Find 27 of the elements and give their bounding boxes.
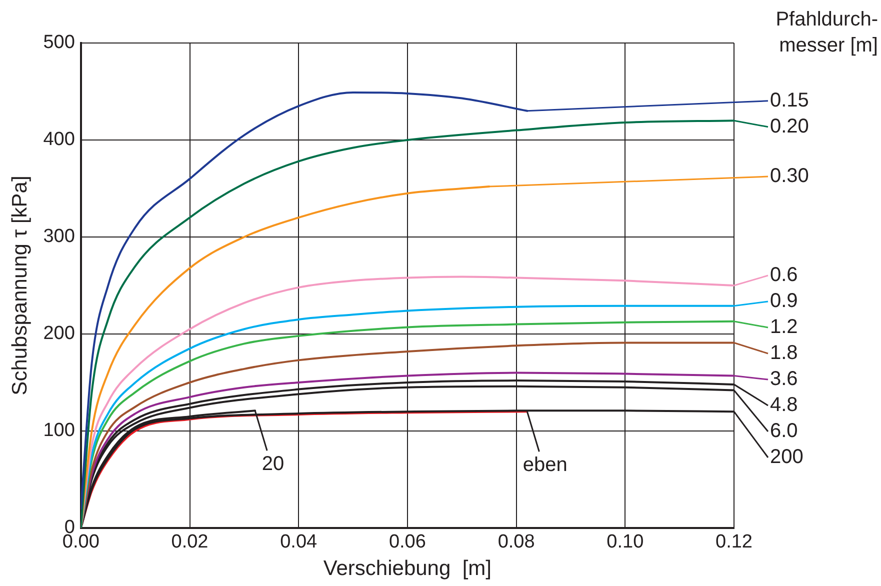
y-tick-label: 400: [43, 129, 75, 150]
x-tick-label: 0.06: [388, 532, 426, 553]
annotation: 20: [262, 453, 284, 476]
y-tick-label: 500: [43, 32, 75, 54]
legend-label: 1.2: [770, 316, 798, 338]
x-tick-label: 0.04: [280, 532, 318, 553]
x-tick-label: 0.12: [716, 532, 752, 553]
y-axis-title: Schubspannung τ [kPa]: [8, 176, 32, 396]
x-tick-label: 0.08: [498, 532, 535, 553]
legend-label: 1.8: [770, 342, 798, 364]
text: 0.15: [770, 89, 809, 112]
legend-label: 0.20: [770, 115, 809, 138]
text: 0.30: [770, 165, 809, 188]
legend-label: 3.6: [770, 368, 798, 390]
legend-label: 0.6: [770, 264, 798, 286]
legend-label: 0.9: [770, 290, 798, 312]
y-tick-label: 300: [43, 226, 75, 248]
x-tick-label: 0.10: [606, 532, 644, 553]
legend-title: Pfahldurch- messer [m]: [776, 8, 878, 57]
y-tick-label: 200: [43, 323, 75, 344]
legend-label: 4.8: [770, 394, 798, 416]
x-axis-title: Verschiebung [m]: [323, 557, 492, 580]
x-tick-label: 0.02: [171, 532, 208, 553]
y-tick-label: 100: [43, 420, 75, 442]
annotation: eben: [522, 454, 568, 476]
text: 200: [770, 446, 804, 468]
legend-label: 6.0: [770, 420, 798, 442]
